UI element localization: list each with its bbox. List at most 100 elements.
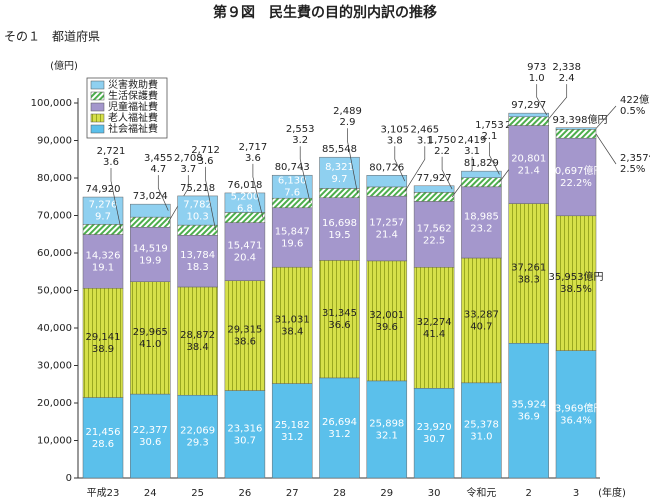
value-label: 28,872 [180, 330, 215, 341]
share-label: 30.7 [234, 435, 256, 446]
bar-segment [508, 116, 549, 126]
y-tick-label: 80,000 [37, 173, 72, 184]
value-label: 33,969億円 [549, 401, 604, 414]
total-label: 93,398億円 [553, 113, 608, 126]
x-tick-label: 29 [380, 488, 393, 499]
value-label: 422億円 [620, 93, 650, 106]
bar-segment [508, 112, 549, 118]
bar-segment [177, 224, 218, 236]
share-label: 10.3 [186, 212, 208, 223]
share-label: 31.0 [470, 431, 492, 442]
share-label: 19.6 [281, 238, 303, 249]
legend-label: 児童福祉費 [108, 100, 158, 113]
x-tick-label: 30 [428, 488, 441, 499]
value-label: 31,345 [322, 308, 357, 319]
x-tick-label: 2 [526, 488, 532, 499]
value-label: 2,357億円 [620, 151, 650, 164]
bar-segment [319, 156, 360, 189]
share-label: 19.5 [328, 230, 350, 241]
value-label: 25,898 [369, 418, 404, 429]
y-tick-label: 60,000 [37, 248, 72, 259]
bar-segment [461, 382, 502, 479]
share-label: 32.1 [376, 430, 398, 441]
value-label: 2,717 [239, 142, 268, 153]
x-tick-label: 3 [573, 488, 579, 499]
value-label: 13,784 [180, 250, 215, 261]
bar-segment [224, 280, 266, 391]
x-tick-label: 27 [286, 488, 299, 499]
bar-segment [555, 129, 597, 139]
value-label: 23,316 [227, 423, 262, 434]
share-label: 31.2 [281, 432, 303, 443]
legend-label: 災害救助費 [108, 78, 158, 91]
leader-line [546, 84, 568, 122]
x-unit: (年度) [598, 486, 626, 499]
value-label: 2,419 [458, 135, 487, 146]
value-label: 1,750 [428, 135, 457, 146]
legend-label: 生活保護費 [108, 89, 158, 102]
y-tick-label: 40,000 [37, 323, 72, 334]
share-label: 7.6 [284, 188, 300, 199]
value-label: 1,753 [475, 120, 504, 131]
chart-subtitle: その１ 都道府県 [4, 29, 100, 44]
bar-segment [413, 192, 455, 202]
share-label: 3.1 [464, 146, 480, 157]
leader-line [394, 146, 406, 182]
share-label: 2.1 [481, 131, 497, 142]
total-label: 75,218 [180, 183, 215, 194]
bar-segment [130, 216, 171, 228]
value-label: 17,257 [369, 218, 404, 229]
value-label: 3,105 [380, 124, 409, 135]
value-label: 25,182 [275, 420, 310, 431]
value-label: 5,200 [231, 192, 260, 203]
share-label: 31.2 [328, 429, 350, 440]
legend-swatch [90, 80, 105, 90]
y-tick-label: 0 [66, 473, 72, 484]
share-label: 36.9 [518, 412, 540, 423]
bar-segment [508, 125, 549, 204]
share-label: 2.5% [620, 164, 645, 175]
x-tick-label: 24 [144, 488, 157, 499]
share-label: 20.4 [234, 253, 256, 264]
share-label: 19.1 [92, 262, 114, 273]
bar-segment [319, 377, 360, 479]
y-tick-label: 100,000 [31, 98, 72, 109]
share-label: 3.8 [387, 135, 403, 146]
bar-segment [271, 383, 313, 479]
value-label: 2,721 [97, 146, 126, 157]
bar-segment [130, 227, 171, 282]
leader-line [110, 168, 122, 230]
share-label: 3.6 [198, 156, 214, 167]
value-label: 33,287 [464, 309, 499, 320]
share-label: 36.4% [560, 415, 592, 426]
x-tick-label: 26 [239, 488, 252, 499]
value-label: 32,001 [369, 310, 404, 321]
total-label: 85,548 [322, 144, 357, 155]
share-label: 41.4 [423, 329, 445, 340]
bar-segment [130, 393, 171, 479]
value-label: 37,261 [511, 262, 546, 273]
value-label: 23,920 [417, 422, 452, 433]
bar-segment [319, 260, 360, 379]
leader-line [595, 105, 617, 129]
bar-segment [224, 192, 266, 213]
bar-segment [461, 257, 502, 384]
share-label: 3.6 [103, 157, 119, 168]
share-label: 19.9 [139, 255, 161, 266]
bar-segment [224, 390, 266, 479]
share-label: 38.6 [234, 337, 256, 348]
bar-segment [366, 186, 408, 197]
legend-swatch [90, 91, 105, 101]
bar-segment [366, 195, 408, 262]
legend-swatch [90, 102, 105, 112]
share-label: 38.5% [560, 284, 592, 295]
value-label: 2,489 [333, 106, 362, 117]
leader-line [595, 133, 617, 165]
share-label: 40.7 [470, 321, 492, 332]
bar-segment [271, 197, 313, 209]
value-label: 20,801 [511, 154, 546, 165]
share-label: 3.1 [417, 135, 433, 146]
value-label: 2,465 [410, 124, 439, 135]
value-label: 18,985 [464, 211, 499, 222]
value-label: 16,698 [322, 218, 357, 229]
